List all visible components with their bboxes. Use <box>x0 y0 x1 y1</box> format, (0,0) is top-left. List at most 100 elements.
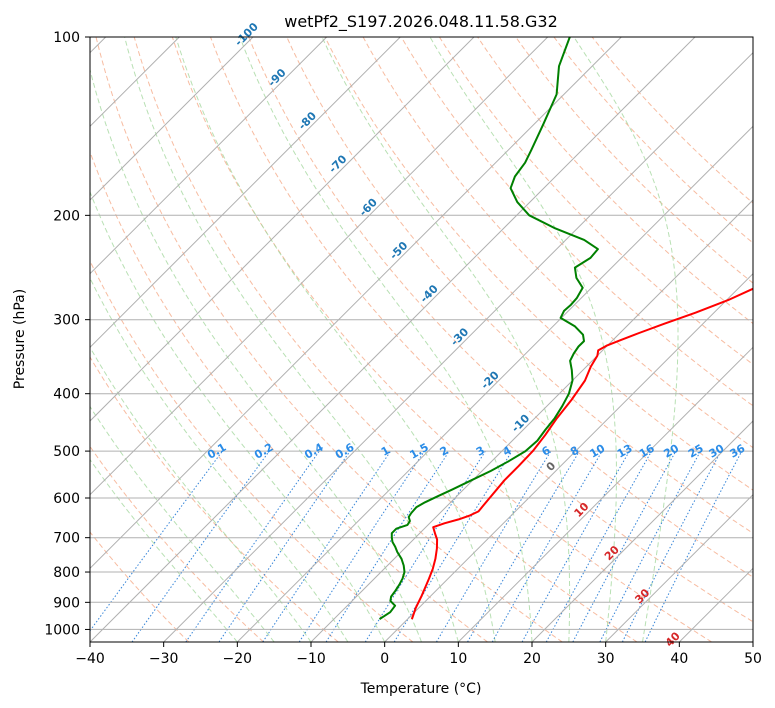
mixing-ratio-label: 1.5 <box>408 441 431 462</box>
moist-adiabat-line <box>90 277 349 642</box>
mixing-ratio-line <box>467 450 580 642</box>
mixing-ratio-label: 0.2 <box>252 441 275 462</box>
dry-adiabat-line <box>90 531 190 642</box>
mixing-ratio-line <box>644 450 743 642</box>
contour-label: -70 <box>326 152 349 175</box>
dry-adiabat-line <box>324 37 753 491</box>
mixing-ratio-label: 0.6 <box>333 440 357 461</box>
contour-label: -20 <box>479 368 502 391</box>
contour-label: 0 <box>544 459 559 474</box>
mixing-ratio-line <box>298 450 425 642</box>
isotherm-line <box>90 37 475 422</box>
dry-adiabat-line <box>133 37 638 642</box>
x-tick-label: 0 <box>380 651 389 667</box>
y-tick-label: 1000 <box>44 622 80 638</box>
contour-label: 20 <box>602 543 622 563</box>
y-tick-label: 800 <box>53 565 80 581</box>
dry-adiabat-line <box>171 37 712 642</box>
sounding-profiles <box>378 37 753 621</box>
mixing-ratio-line <box>90 450 223 632</box>
mixing-ratio-label: 16 <box>637 442 657 461</box>
chart-title: wetPf2_S197.2026.048.11.58.G32 <box>284 12 558 32</box>
mixing-ratio-line <box>572 450 677 642</box>
y-tick-label: 100 <box>53 30 80 46</box>
dry-adiabat-line <box>438 37 753 366</box>
contour-label: 10 <box>572 500 592 520</box>
dry-adiabat-line <box>90 445 264 642</box>
moist-adiabat-line <box>90 67 422 642</box>
mixing-ratio-label: 30 <box>707 442 727 461</box>
x-tick-label: 30 <box>597 651 615 667</box>
y-tick-label: 600 <box>53 491 80 507</box>
dry-adiabat-line <box>95 37 563 642</box>
x-tick-label: 20 <box>523 651 541 667</box>
mixing-ratio-line <box>545 450 653 642</box>
x-tick-label: −10 <box>296 651 326 667</box>
dry-adiabat-line <box>90 150 488 642</box>
isotherm-line <box>678 567 753 642</box>
moist-adiabat-line <box>321 37 571 642</box>
mixing-ratio-line <box>218 450 351 642</box>
dry-adiabat-line <box>400 37 753 407</box>
contour-label: 40 <box>663 629 683 649</box>
moist-adiabat-line <box>239 37 533 642</box>
x-axis: −40 −30 −20 −10 0 10 20 30 40 50 <box>75 642 762 667</box>
dry-adiabat-line <box>553 37 753 244</box>
isotherm-line <box>90 37 401 349</box>
contour-label: -100 <box>232 20 261 49</box>
isotherm-line <box>90 37 696 642</box>
x-tick-label: 10 <box>449 651 467 667</box>
x-axis-title: Temperature (°C) <box>360 681 482 697</box>
mixing-ratio-label: 0.1 <box>205 441 228 462</box>
plot-frame <box>89 36 754 643</box>
background-lines <box>90 37 753 642</box>
isotherm-line <box>90 37 549 496</box>
isotherm-line <box>531 420 753 642</box>
x-tick-label: −20 <box>223 651 253 667</box>
grid-lines <box>90 37 753 642</box>
mixing-ratio-label: 36 <box>727 442 747 461</box>
isotherm-line <box>90 37 622 570</box>
isotherm-line <box>457 346 753 642</box>
isotherm-line <box>605 493 753 642</box>
isotherm-line <box>90 37 254 201</box>
mixing-ratio-line <box>364 450 486 642</box>
x-tick-label: −30 <box>149 651 179 667</box>
moist-adiabat-line <box>429 37 617 642</box>
mixing-ratio-line <box>131 450 270 642</box>
moist-adiabat-line <box>90 458 238 642</box>
dry-adiabat-line <box>248 37 753 578</box>
mixing-ratio-line <box>185 450 320 642</box>
temperature-profile-line <box>410 287 753 620</box>
x-tick-label: 40 <box>670 651 688 667</box>
moist-adiabat-line <box>573 37 679 642</box>
y-tick-label: 200 <box>53 208 80 224</box>
mixing-ratio-line <box>262 450 392 642</box>
mixing-ratio-line <box>393 450 513 642</box>
contour-label: -80 <box>296 109 319 132</box>
contour-label: -90 <box>265 66 288 89</box>
isotherm-line <box>384 272 753 642</box>
y-tick-label: 700 <box>53 531 80 547</box>
dewpoint-profile-line <box>378 37 599 621</box>
moist-adiabat-line <box>175 37 496 642</box>
mixing-ratio-line <box>599 450 701 642</box>
contour-label: -40 <box>418 282 441 305</box>
isotherm-line <box>90 37 328 275</box>
isotherm-line <box>310 199 753 642</box>
mixing-ratio-label: 10 <box>587 442 607 461</box>
contour-label: 30 <box>632 586 652 606</box>
mixing-ratio-line <box>435 450 552 642</box>
y-tick-label: 400 <box>53 387 80 403</box>
moist-adiabat-line <box>90 346 312 642</box>
y-tick-label: 900 <box>53 595 80 611</box>
mixing-ratio-label: 20 <box>661 442 681 461</box>
dry-adiabat-line <box>90 356 339 642</box>
dry-adiabat-line <box>210 37 753 623</box>
isotherm-line <box>752 641 753 642</box>
moist-adiabat-line <box>124 37 459 642</box>
contour-label: -10 <box>509 412 532 435</box>
dry-adiabat-line <box>515 37 753 284</box>
contour-label: -50 <box>387 239 410 262</box>
